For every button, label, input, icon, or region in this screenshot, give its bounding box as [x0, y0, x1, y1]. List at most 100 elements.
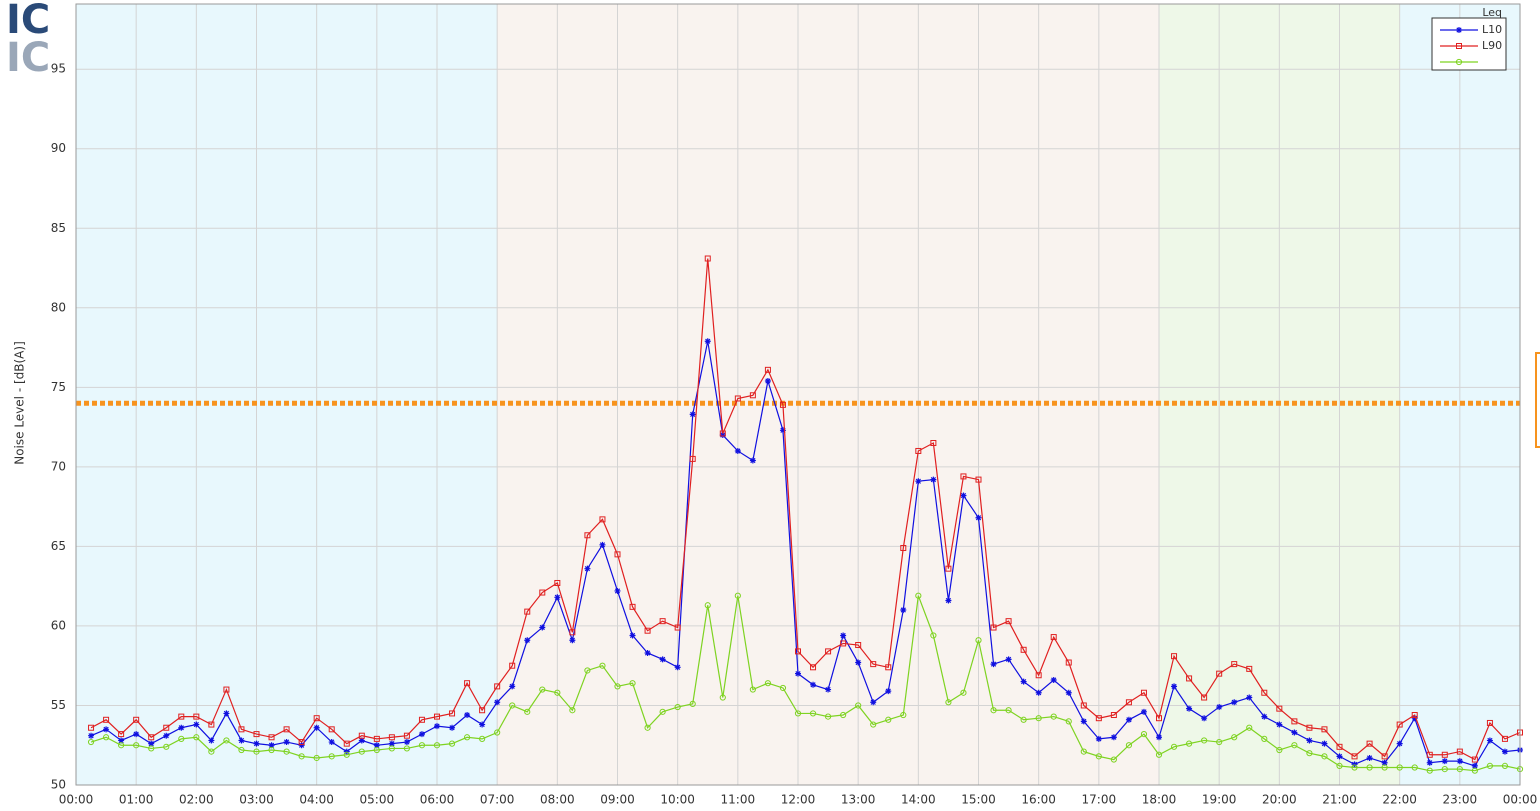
- point: [253, 740, 260, 747]
- point: [1486, 762, 1494, 770]
- point: [193, 713, 200, 720]
- point: [1456, 748, 1463, 755]
- y-tick-label: 65: [51, 539, 66, 553]
- point: [795, 648, 801, 655]
- point: [584, 565, 591, 572]
- point: [1201, 715, 1208, 722]
- x-tick-label: 13:00: [841, 793, 876, 807]
- point: [1201, 737, 1208, 744]
- point: [418, 731, 425, 738]
- point: [539, 686, 546, 693]
- point: [1020, 646, 1027, 653]
- point: [885, 688, 892, 695]
- point: [238, 737, 245, 744]
- point: [614, 551, 621, 558]
- point: [178, 713, 185, 720]
- point: [554, 689, 561, 696]
- point: [343, 748, 350, 755]
- point: [1426, 751, 1433, 758]
- point: [1366, 754, 1373, 761]
- point: [373, 742, 380, 749]
- point: [1336, 743, 1343, 750]
- point: [148, 734, 155, 741]
- point: [1186, 675, 1193, 682]
- point: [1366, 740, 1373, 747]
- point: [900, 607, 907, 614]
- point: [1231, 699, 1238, 706]
- x-tick-label: 09:00: [600, 793, 635, 807]
- legend: Leq L10 L90: [1431, 6, 1507, 71]
- point: [178, 735, 185, 742]
- point: [433, 742, 441, 749]
- point: [1306, 737, 1313, 744]
- point: [494, 729, 501, 736]
- x-tick-label: 23:00: [1443, 793, 1478, 807]
- point: [1411, 715, 1418, 722]
- point: [945, 597, 952, 604]
- x-tick-label: 17:00: [1082, 793, 1117, 807]
- point: [825, 686, 832, 693]
- point: [1501, 735, 1508, 742]
- point: [659, 708, 666, 715]
- point: [1065, 659, 1072, 666]
- point: [1321, 726, 1328, 733]
- point: [719, 694, 726, 701]
- point: [1140, 708, 1147, 715]
- point: [1020, 716, 1027, 723]
- point: [855, 702, 862, 709]
- point: [343, 751, 350, 758]
- point: [1080, 748, 1087, 755]
- point: [1110, 734, 1117, 741]
- point: [193, 721, 200, 728]
- point: [1216, 670, 1223, 677]
- x-tick-label: 04:00: [299, 793, 334, 807]
- series-group: [87, 592, 1524, 774]
- point: [509, 683, 516, 690]
- point: [87, 738, 95, 746]
- point: [1005, 707, 1012, 714]
- x-tick-label: 10:00: [660, 793, 695, 807]
- y-axis-label: Noise Level - [dB(A)]: [13, 341, 27, 465]
- point: [870, 699, 877, 706]
- point: [328, 726, 335, 733]
- point: [674, 664, 681, 671]
- point: [1351, 753, 1358, 760]
- y-tick-label: 60: [51, 618, 66, 632]
- x-tick-label: 08:00: [540, 793, 575, 807]
- point: [1306, 724, 1313, 731]
- point: [960, 689, 967, 696]
- point: [840, 632, 847, 639]
- point: [930, 632, 937, 639]
- point: [749, 457, 756, 464]
- point: [644, 627, 651, 634]
- point: [403, 739, 410, 746]
- point: [463, 734, 471, 741]
- point: [388, 734, 395, 741]
- point: [1005, 618, 1012, 625]
- point: [1080, 718, 1087, 725]
- point: [1125, 742, 1133, 749]
- point: [734, 592, 741, 599]
- point: [1005, 656, 1012, 663]
- point: [418, 716, 425, 723]
- point: [494, 699, 501, 706]
- point: [1035, 689, 1042, 696]
- point: [298, 753, 305, 760]
- point: [313, 724, 320, 731]
- point: [885, 716, 892, 723]
- point: [403, 732, 410, 739]
- point: [870, 661, 877, 668]
- point: [599, 662, 606, 669]
- point: [238, 726, 245, 733]
- point: [1291, 742, 1298, 749]
- point: [163, 732, 170, 739]
- point: [448, 740, 456, 747]
- series-group: [88, 338, 1523, 769]
- point: [990, 661, 997, 668]
- point: [418, 742, 426, 749]
- y-tick-label: 55: [51, 698, 66, 712]
- point: [178, 724, 185, 731]
- point: [524, 637, 531, 644]
- x-tick-label: 07:00: [480, 793, 515, 807]
- point: [659, 656, 666, 663]
